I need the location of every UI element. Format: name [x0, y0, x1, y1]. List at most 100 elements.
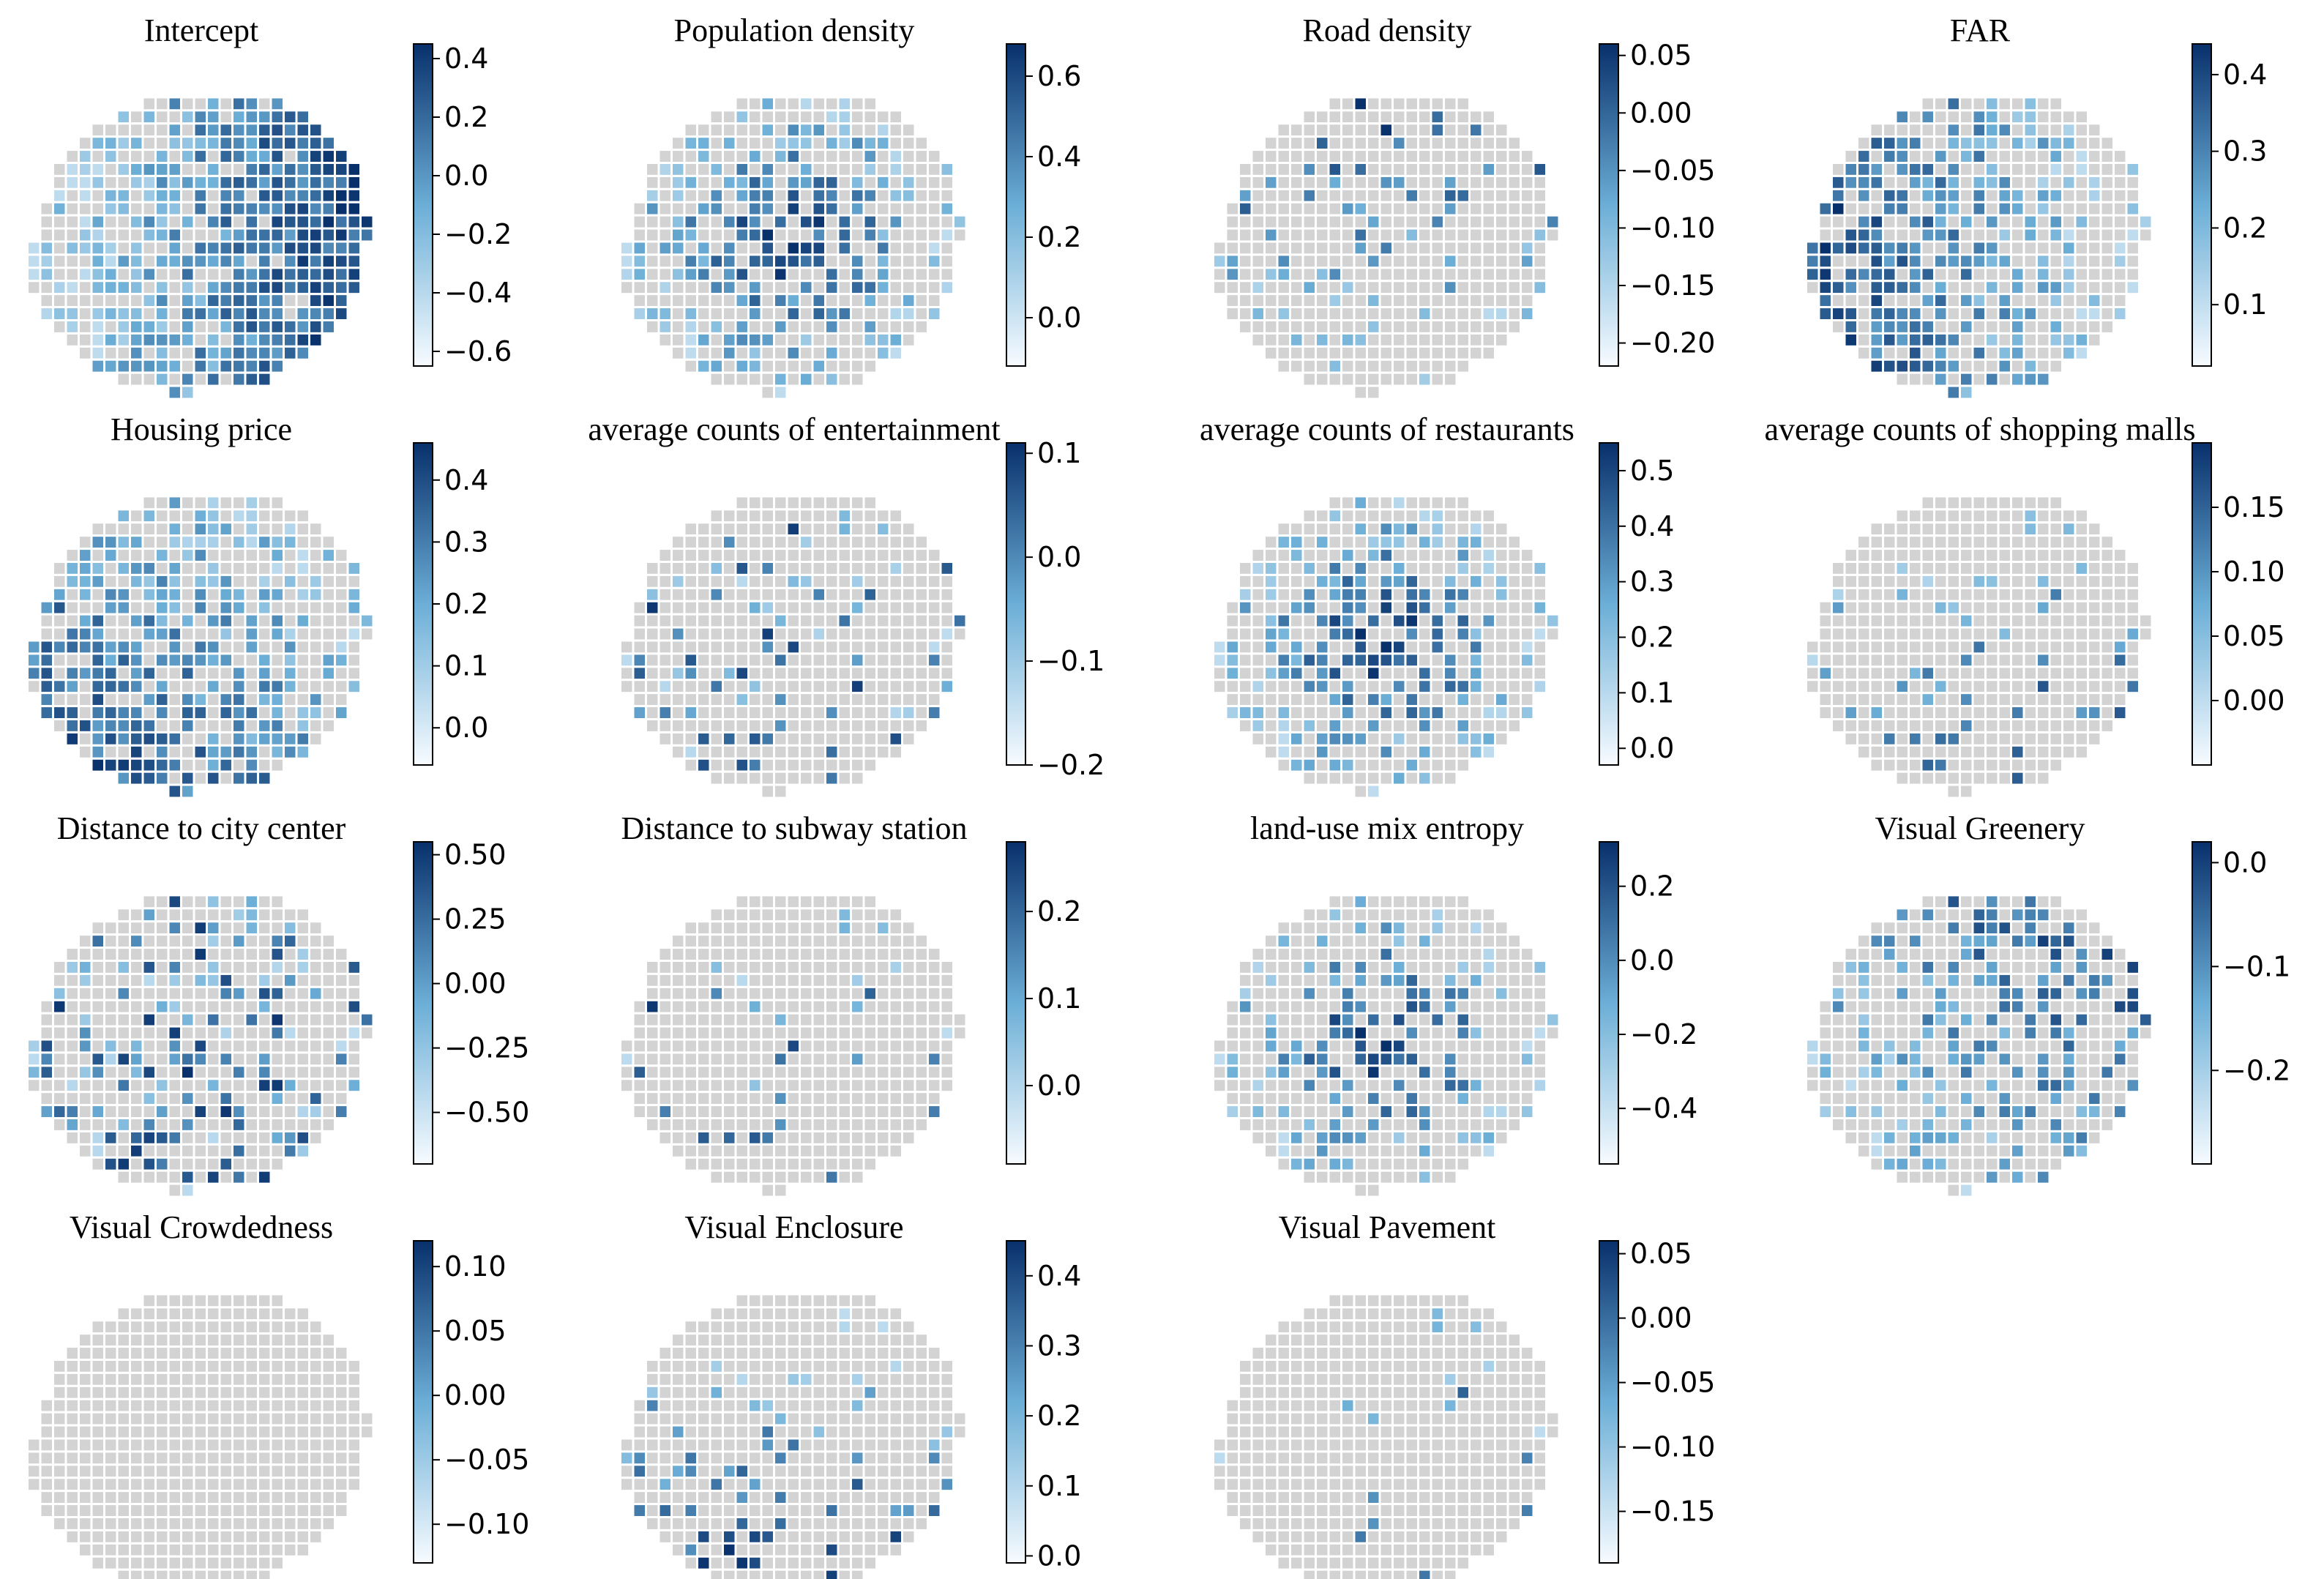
map-block: [257, 985, 272, 1001]
map-block: [875, 692, 891, 708]
map-block: [1831, 214, 1846, 230]
map-block: [52, 162, 67, 177]
map-block: [696, 1091, 711, 1107]
map-block: [141, 1169, 157, 1185]
map-block: [734, 122, 750, 138]
map-block: [2087, 626, 2102, 642]
map-block: [888, 1064, 903, 1080]
map-block: [670, 1091, 686, 1107]
map-block: [1908, 280, 1923, 296]
map-block: [52, 319, 67, 335]
map-block: [283, 280, 298, 296]
map-block: [193, 894, 208, 910]
map-block: [1443, 933, 1458, 949]
map-block: [1366, 561, 1381, 576]
map-block: [1532, 561, 1547, 576]
map-block: [760, 652, 775, 668]
map-block: [295, 174, 310, 190]
map-block: [811, 1169, 826, 1185]
map-block: [1417, 534, 1432, 550]
map-block: [78, 1091, 93, 1107]
map-block: [154, 1078, 170, 1094]
map-block: [116, 718, 131, 733]
map-block: [180, 227, 195, 243]
map-block: [747, 174, 763, 190]
map-block: [116, 626, 131, 642]
map-block: [1882, 174, 1897, 190]
map-block: [257, 280, 272, 296]
map-block: [1831, 586, 1846, 602]
map-block: [1430, 744, 1445, 760]
map-block: [1520, 174, 1535, 190]
map-block: [2087, 162, 2102, 177]
map-block: [283, 960, 298, 975]
map-block: [2010, 548, 2025, 563]
map-block: [837, 201, 852, 217]
map-block: [167, 384, 182, 400]
map-block: [2022, 345, 2038, 361]
map-block: [1327, 371, 1342, 387]
map-block: [321, 174, 336, 190]
map-block: [1933, 227, 1949, 243]
colorbar-tick-label: −0.10: [1630, 212, 1715, 244]
map-block: [1404, 757, 1419, 773]
map-block: [1882, 548, 1897, 563]
map-block: [1366, 534, 1381, 550]
map-block: [1908, 227, 1923, 243]
map-block: [257, 960, 272, 975]
map-block: [231, 280, 247, 296]
map-block: [2022, 718, 2038, 733]
map-block: [1366, 665, 1381, 682]
map-block: [1378, 639, 1394, 655]
map-block: [1869, 293, 1884, 309]
map-block: [90, 1064, 105, 1080]
map-block: [927, 561, 942, 576]
map-block: [1946, 679, 1961, 695]
map-block: [244, 972, 259, 988]
map-block: [1959, 280, 1974, 296]
map-block: [1315, 162, 1330, 177]
map-block: [295, 1130, 310, 1146]
map-block: [154, 1012, 170, 1028]
map-block: [888, 534, 903, 550]
map-block: [52, 679, 67, 695]
map-block: [850, 306, 865, 322]
map-block: [1869, 757, 1884, 773]
map-block: [2048, 135, 2063, 152]
map-block: [875, 1078, 891, 1094]
map-block: [141, 96, 157, 112]
map-block: [244, 894, 259, 910]
map-block: [799, 293, 814, 309]
map-block: [1971, 548, 1987, 563]
map-block: [2036, 652, 2051, 668]
map-block: [760, 319, 775, 335]
map-block: [1506, 187, 1522, 204]
map-block: [1481, 319, 1496, 335]
map-block: [90, 201, 105, 217]
map-block: [1959, 600, 1974, 616]
map-block: [321, 201, 336, 217]
map-block: [283, 1143, 298, 1159]
map-block: [632, 253, 647, 269]
map-block: [722, 718, 737, 733]
map-block: [346, 998, 362, 1015]
map-block: [683, 1025, 698, 1041]
map-block: [875, 652, 891, 668]
map-block: [308, 1078, 324, 1094]
map-block: [2112, 600, 2128, 616]
map-block: [193, 187, 208, 204]
map-block: [747, 626, 763, 642]
map-block: [1946, 96, 1961, 112]
map-block: [1984, 306, 2000, 322]
map-block: [709, 280, 724, 296]
map-block: [1933, 358, 1949, 374]
map-block: [244, 757, 259, 773]
map-block: [645, 293, 660, 309]
map-block: [346, 1012, 362, 1028]
map-block: [1430, 240, 1445, 256]
map-block: [1843, 626, 1858, 642]
map-block: [837, 521, 852, 537]
map-block: [1817, 692, 1833, 708]
map-block: [1212, 280, 1228, 296]
map-block: [1959, 384, 1974, 400]
